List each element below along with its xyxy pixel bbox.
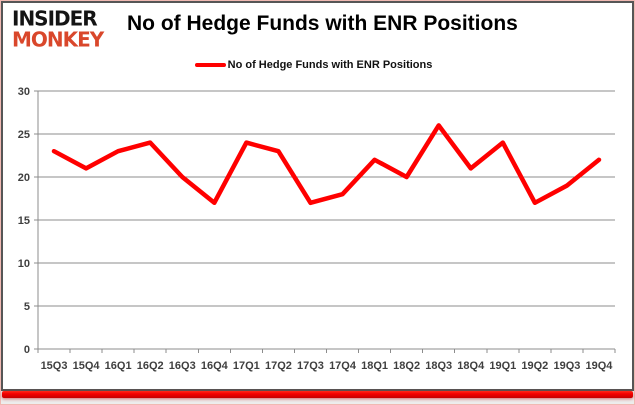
svg-text:19Q1: 19Q1 (489, 360, 516, 372)
insider-monkey-logo: INSIDER MONKEY (12, 8, 127, 49)
svg-text:17Q3: 17Q3 (297, 360, 324, 372)
svg-text:18Q4: 18Q4 (457, 360, 485, 372)
svg-text:18Q2: 18Q2 (393, 360, 420, 372)
svg-text:16Q4: 16Q4 (201, 360, 229, 372)
line-chart-plot: 0 5 10 15 20 25 30 15Q3 15Q4 16Q1 16Q2 16Q3 16Q4 17Q1… (18, 86, 616, 372)
svg-text:16Q3: 16Q3 (169, 360, 196, 372)
svg-text:10: 10 (18, 258, 30, 270)
svg-text:0: 0 (24, 344, 30, 356)
logo-word-monkey: MONKEY (12, 26, 104, 52)
svg-text:19Q3: 19Q3 (553, 360, 580, 372)
svg-text:5: 5 (24, 301, 30, 313)
chart-legend: No of Hedge Funds with ENR Positions (3, 58, 624, 72)
chart-card: INSIDER MONKEY No of Hedge Funds with EN… (1, 1, 634, 391)
legend-label: No of Hedge Funds with ENR Positions (227, 59, 433, 71)
svg-text:18Q3: 18Q3 (425, 360, 452, 372)
logo-word-insider: INSIDER (12, 5, 98, 31)
svg-text:17Q4: 17Q4 (329, 360, 357, 372)
legend-line-marker (194, 63, 226, 67)
svg-text:30: 30 (18, 86, 30, 98)
svg-text:16Q2: 16Q2 (137, 360, 164, 372)
svg-text:16Q1: 16Q1 (105, 360, 132, 372)
svg-text:25: 25 (18, 129, 30, 141)
svg-text:17Q2: 17Q2 (265, 360, 292, 372)
svg-text:20: 20 (18, 172, 30, 184)
svg-text:19Q2: 19Q2 (521, 360, 548, 372)
svg-text:18Q1: 18Q1 (361, 360, 388, 372)
svg-text:15: 15 (18, 215, 30, 227)
chart-title: No of Hedge Funds with ENR Positions (127, 12, 518, 35)
bottom-accent-bar (2, 391, 633, 398)
svg-text:19Q4: 19Q4 (586, 360, 614, 372)
svg-text:17Q1: 17Q1 (233, 360, 260, 372)
svg-text:15Q3: 15Q3 (41, 360, 68, 372)
svg-text:15Q4: 15Q4 (73, 360, 101, 372)
